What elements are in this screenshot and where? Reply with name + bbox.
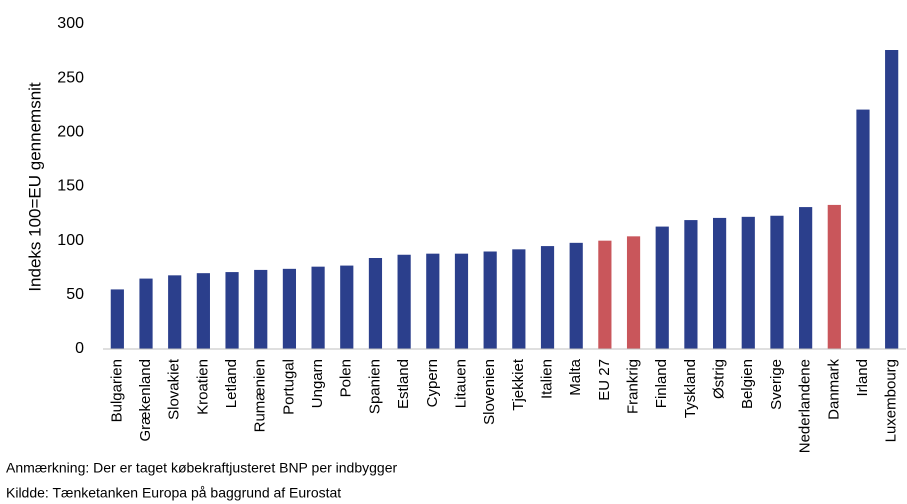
x-tick-label: Belgien — [739, 359, 756, 409]
note: Kildde: Tænketanken Europa på baggrund a… — [6, 485, 341, 501]
x-tick-label: EU 27 — [596, 359, 613, 401]
bar — [770, 215, 784, 349]
bar — [168, 275, 182, 349]
x-tick-label: Estland — [395, 359, 412, 409]
bar — [483, 251, 497, 349]
bar — [626, 236, 641, 349]
bar — [254, 269, 268, 349]
y-tick-label: 0 — [75, 340, 84, 357]
bar — [712, 217, 727, 349]
bar — [340, 265, 354, 349]
x-tick-label: Litauen — [452, 359, 469, 408]
note: Anmærkning: Der er taget købekraftjuster… — [6, 460, 397, 476]
x-tick-label: Letland — [223, 359, 240, 408]
x-tick-label: Spanien — [366, 359, 383, 414]
bar — [282, 268, 297, 349]
y-tick-label: 200 — [57, 124, 84, 141]
bar — [569, 242, 583, 349]
bar — [655, 226, 669, 349]
bar — [856, 109, 870, 349]
x-tick-label: Grækenland — [137, 359, 154, 442]
x-tick-label: Kroatien — [194, 359, 211, 415]
x-tick-label: Frankrig — [625, 359, 642, 414]
bar — [827, 204, 841, 349]
x-tick-label: Polen — [338, 359, 355, 397]
bar — [741, 216, 755, 349]
x-tick-label: Luxembourg — [883, 359, 900, 442]
x-tick-label: Portugal — [280, 359, 297, 415]
x-tick-label: Finland — [653, 359, 670, 408]
bar — [139, 278, 153, 349]
y-axis-label: Indeks 100=EU gennemsnit — [25, 82, 44, 292]
y-tick-label: 150 — [57, 178, 84, 195]
x-tick-label: Bulgarien — [108, 359, 125, 422]
bar — [540, 246, 555, 349]
bar — [684, 220, 698, 349]
bar — [799, 207, 813, 349]
bar — [225, 272, 239, 349]
x-tick-label: Tyskland — [682, 359, 699, 418]
x-tick-label: Slovakiet — [166, 358, 183, 420]
bar — [454, 253, 469, 349]
x-tick-label: Slovenien — [481, 359, 498, 425]
bar — [598, 240, 612, 349]
x-tick-label: Cypern — [424, 359, 441, 407]
x-tick-label: Sverige — [768, 359, 785, 410]
bar — [426, 253, 440, 349]
x-tick-label: Danmark — [825, 359, 842, 420]
x-tick-label: Nederlandene — [797, 359, 814, 453]
bar — [885, 50, 899, 349]
x-tick-label: Østrig — [711, 359, 728, 399]
x-tick-label: Malta — [567, 358, 584, 395]
bar — [397, 254, 411, 349]
x-tick-label: Irland — [854, 359, 871, 397]
x-tick-label: Ungarn — [309, 359, 326, 408]
bar — [368, 258, 383, 349]
y-tick-label: 100 — [57, 232, 84, 249]
y-tick-label: 250 — [57, 69, 84, 86]
y-tick-label: 300 — [57, 15, 84, 32]
x-tick-label: Rumænien — [252, 359, 269, 432]
bar — [110, 289, 124, 349]
x-tick-label: Tjekkiet — [510, 358, 527, 411]
bar — [311, 266, 325, 349]
bar — [512, 249, 526, 349]
x-tick-label: Italien — [538, 359, 555, 399]
y-tick-label: 50 — [66, 286, 84, 303]
bar — [196, 273, 210, 349]
